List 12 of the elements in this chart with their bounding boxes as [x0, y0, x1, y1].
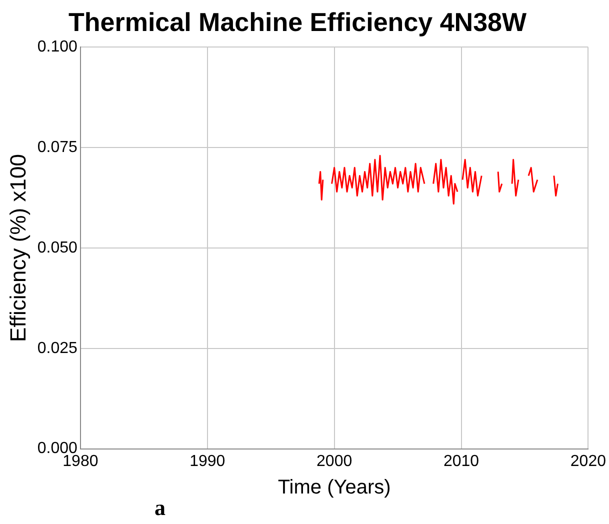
x-tick-label: 1990	[190, 452, 226, 470]
chart-title: Thermical Machine Efficiency 4N38W	[68, 6, 527, 37]
x-tick-label: 2020	[570, 452, 606, 470]
y-tick-label: 0.100	[37, 38, 78, 56]
y-tick-label: 0.075	[37, 139, 78, 156]
x-axis-title: Time (Years)	[278, 476, 391, 499]
x-tick-label: 2000	[316, 452, 352, 470]
text: a	[154, 495, 166, 520]
y-tick-label: 0.050	[37, 239, 78, 256]
y-axis-title: Efficiency (%) x100	[5, 154, 30, 342]
x-tick-label: 2010	[443, 452, 480, 470]
y-tick-label: 0.025	[37, 340, 78, 357]
